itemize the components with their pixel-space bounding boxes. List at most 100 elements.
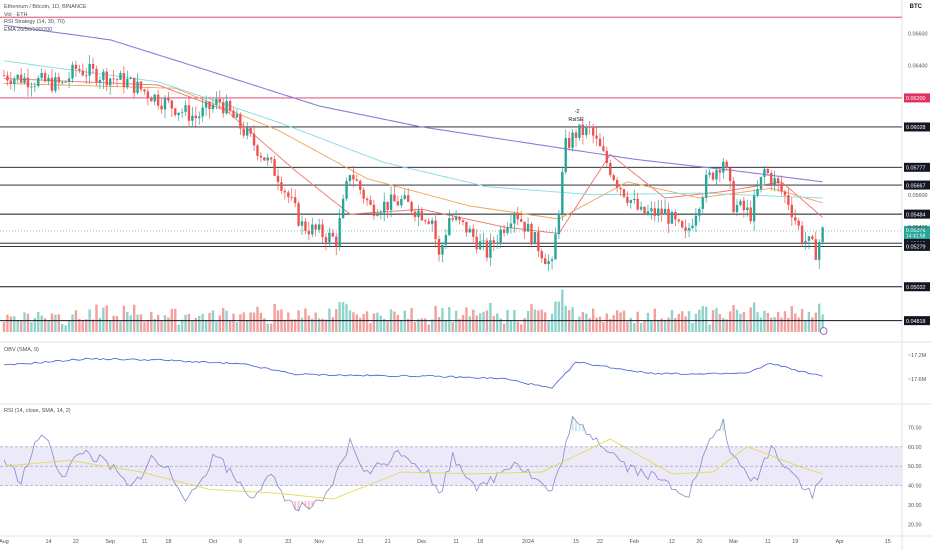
candle: [612, 175, 615, 180]
volume-bar: [293, 319, 297, 332]
annotation-marker: -2: [575, 109, 580, 115]
candle: [537, 232, 540, 252]
candle: [191, 115, 194, 121]
rsi-ma-line: [3, 438, 823, 500]
candle: [451, 218, 454, 220]
volume-bar: [338, 302, 341, 332]
volume-bar: [537, 310, 540, 332]
volume-bar: [437, 316, 441, 332]
volume-bar: [448, 307, 451, 332]
candle: [567, 138, 571, 148]
candle: [304, 221, 307, 231]
candle: [619, 187, 622, 190]
volume-bar: [461, 314, 465, 332]
volume-bar: [547, 320, 550, 332]
volume-bar: [16, 319, 19, 332]
volume-bar: [307, 315, 311, 332]
candle: [732, 180, 735, 213]
candle: [557, 213, 561, 235]
volume-bar: [54, 314, 57, 332]
volume-bar: [550, 313, 554, 332]
candle: [650, 208, 653, 212]
main-legend: Ethereum / Bitcoin, 1D, BINANCE Vol · ET…: [4, 4, 87, 34]
x-tick-label: 18: [477, 539, 483, 545]
volume-bar: [383, 318, 386, 332]
volume-bar: [763, 310, 766, 332]
volume-bar: [790, 306, 794, 332]
volume-bar: [430, 319, 434, 332]
candle: [578, 124, 581, 138]
candle: [352, 175, 355, 180]
candle: [814, 239, 817, 260]
volume-bar: [502, 323, 506, 332]
candle: [509, 223, 513, 228]
candle: [324, 237, 328, 243]
candle: [331, 232, 335, 237]
candle: [684, 227, 687, 231]
volume-bar: [787, 317, 790, 332]
volume-bar: [783, 311, 787, 332]
candle: [547, 260, 550, 265]
volume-bar: [139, 314, 143, 332]
candle: [139, 81, 143, 90]
candle: [126, 78, 129, 88]
volume-bar: [526, 310, 530, 332]
strategy-marker-icon: [819, 327, 828, 335]
candle: [400, 198, 403, 206]
volume-bar: [153, 319, 156, 332]
last-price-label: 0.05376: [906, 228, 926, 234]
chart-text: -2 RsiSE: [568, 109, 828, 335]
volume-bar: [766, 312, 770, 332]
volume-bar: [187, 313, 191, 332]
candle: [2, 75, 6, 77]
volume-bar: [26, 313, 30, 332]
candle: [639, 206, 643, 210]
x-tick-label: 18: [165, 539, 171, 545]
candle: [516, 213, 519, 220]
rsi-tick-label: 60.00: [908, 445, 922, 451]
candle: [112, 78, 115, 80]
candle: [280, 182, 283, 191]
candle: [406, 195, 410, 202]
volume-bar: [119, 321, 122, 332]
rsi-tick-label: 40.00: [908, 484, 922, 490]
candles: [2, 55, 824, 271]
x-tick-label: 19: [792, 539, 798, 545]
candle: [259, 155, 263, 158]
volume-bar: [105, 305, 108, 332]
candle: [533, 232, 537, 245]
x-tick-label: Nov: [314, 539, 324, 545]
candle: [715, 170, 718, 180]
candle: [605, 150, 609, 164]
candle: [475, 236, 478, 250]
volume-bar: [74, 310, 78, 332]
candle: [242, 128, 245, 136]
axes: 0.06600 0.06400 0.05600 0.05400 ~17.2M ~17.6M…: [0, 31, 928, 545]
volume-bar: [47, 320, 50, 332]
rsi-tick-label: 50.00: [908, 464, 922, 470]
volume-bar: [780, 317, 783, 332]
volume-bar: [85, 319, 88, 332]
candle: [266, 157, 269, 161]
candle: [677, 219, 680, 222]
volume-bar: [756, 312, 759, 332]
volume-bar: [520, 324, 523, 332]
candle: [26, 77, 30, 88]
volume-bar: [578, 316, 581, 332]
volume-bar: [317, 318, 321, 332]
x-tick-label: Mar: [729, 539, 738, 545]
symbol-title: Ethereum / Bitcoin, 1D, BINANCE: [4, 4, 87, 10]
candle: [33, 85, 37, 87]
volume-bar: [146, 320, 150, 332]
candle: [153, 94, 156, 102]
candle: [369, 200, 372, 205]
candle: [821, 227, 824, 243]
volume-bar: [475, 315, 478, 332]
candle: [47, 77, 50, 82]
candle: [57, 77, 61, 83]
volume-bar: [379, 315, 382, 332]
price-level-tag: [904, 209, 930, 219]
volume-bar: [797, 317, 800, 332]
candle: [283, 190, 287, 193]
